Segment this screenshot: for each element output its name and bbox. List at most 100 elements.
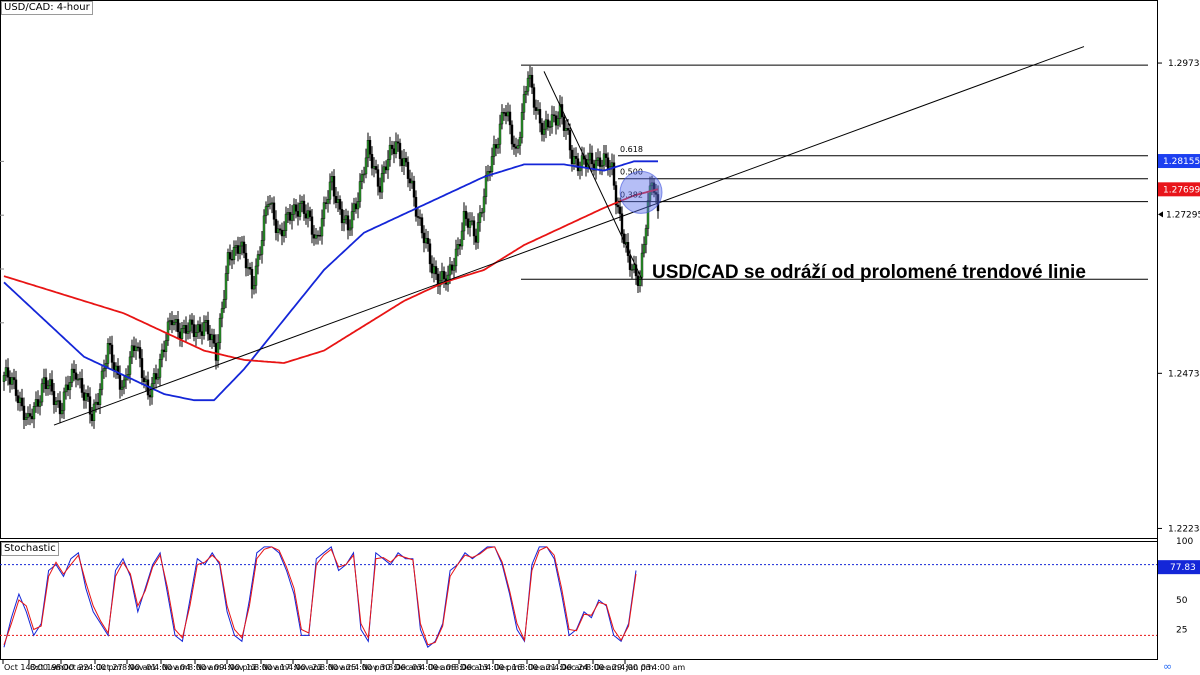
candle-up — [216, 342, 220, 361]
candle-down — [80, 378, 84, 393]
candle-up — [282, 230, 286, 237]
price-marker-box — [1158, 154, 1200, 169]
x-axis-sublabel: 8:00 am — [388, 663, 421, 672]
candle-up — [134, 346, 138, 351]
candle-down — [14, 379, 18, 396]
candle-up — [234, 245, 238, 248]
candle-up — [360, 174, 364, 182]
candle-down — [418, 217, 422, 219]
candle-down — [214, 343, 218, 361]
candle-down — [400, 158, 404, 166]
candle-down — [6, 367, 10, 378]
candle-up — [160, 349, 164, 360]
price-marker-label: 1.27295 — [1166, 210, 1200, 220]
candle-up — [194, 332, 198, 337]
price-tick-label: 1.24734 — [1168, 369, 1200, 379]
candle-up — [254, 265, 258, 286]
link-icon[interactable]: ∞ — [1163, 660, 1173, 673]
candle-down — [512, 143, 516, 148]
candle-down — [390, 144, 394, 149]
candle-up — [40, 383, 44, 403]
candle-down — [436, 273, 440, 287]
candle-up — [232, 247, 236, 260]
candle-down — [250, 268, 254, 290]
candle-down — [408, 178, 412, 184]
candle-down — [494, 144, 498, 149]
candle-up — [26, 413, 30, 418]
candle-down — [86, 393, 90, 397]
candle-down — [278, 228, 282, 231]
candle-down — [628, 255, 632, 270]
candle-down — [562, 116, 566, 131]
candle-up — [500, 112, 504, 125]
candle-up — [42, 377, 46, 384]
candle-down — [12, 377, 16, 381]
candle-down — [318, 235, 322, 237]
candle-down — [16, 395, 20, 403]
candle-up — [38, 401, 42, 407]
candle-up — [600, 165, 604, 167]
candle-up — [130, 345, 134, 358]
candle-down — [428, 243, 432, 265]
candle-up — [238, 245, 242, 254]
candle-up — [520, 112, 524, 138]
candle-up — [292, 204, 296, 215]
candle-down — [58, 400, 62, 415]
candle-up — [78, 378, 82, 380]
candle-up — [326, 198, 330, 204]
candle-up — [402, 157, 406, 166]
candle-up — [550, 114, 554, 127]
stochastic-tick-label: 50 — [1176, 596, 1188, 606]
candle-down — [396, 141, 400, 144]
candle-down — [302, 200, 306, 214]
candle-up — [46, 385, 50, 390]
candle-down — [504, 112, 508, 117]
candle-down — [590, 152, 594, 165]
candle-down — [338, 198, 342, 210]
chart-title: USD/CAD: 4-hour — [1, 1, 93, 15]
moving-average-blue — [3, 160, 658, 402]
candle-up — [588, 152, 592, 161]
candle-up — [448, 264, 452, 276]
price-tick-label: 1.29734 — [1168, 59, 1200, 69]
price-marker: 1.28155 — [1158, 154, 1200, 169]
candle-down — [198, 324, 202, 332]
candle-down — [116, 365, 120, 375]
candle-up — [542, 128, 546, 135]
candle-down — [142, 377, 146, 383]
price-marker-arrow — [1158, 211, 1163, 218]
candle-up — [172, 322, 176, 326]
candle-down — [272, 202, 276, 220]
candle-down — [178, 331, 182, 339]
x-axis-label: Dec 13 — [460, 663, 488, 672]
candle-down — [110, 344, 114, 363]
candle-up — [476, 222, 480, 243]
candle-up — [506, 111, 510, 117]
candle-up — [362, 173, 366, 176]
candle-up — [240, 241, 244, 247]
candle-down — [280, 229, 284, 237]
candle-up — [114, 365, 118, 371]
candle-up — [462, 211, 466, 232]
candle-down — [72, 368, 76, 373]
candle-up — [10, 377, 14, 385]
candle-down — [514, 146, 518, 149]
candle-down — [576, 158, 580, 172]
candle-down — [324, 202, 328, 204]
x-axis-sublabel: 4:00 am — [154, 663, 187, 672]
x-axis-label: Nov 17 — [262, 663, 290, 672]
candle-down — [422, 232, 426, 244]
candle-up — [122, 379, 126, 388]
candle-up — [394, 141, 398, 155]
candle-down — [148, 394, 152, 398]
candle-down — [228, 252, 232, 260]
candle-up — [260, 240, 264, 255]
candle-down — [288, 212, 292, 221]
x-axis-label: Nov 25 — [328, 663, 356, 672]
candle-up — [156, 377, 160, 380]
x-axis-label: Oct 19 — [30, 663, 57, 672]
candle-up — [480, 211, 484, 214]
fib-swing-line — [543, 71, 643, 280]
candle-down — [574, 156, 578, 159]
x-axis-sublabel: 4:00 pm — [354, 663, 388, 672]
